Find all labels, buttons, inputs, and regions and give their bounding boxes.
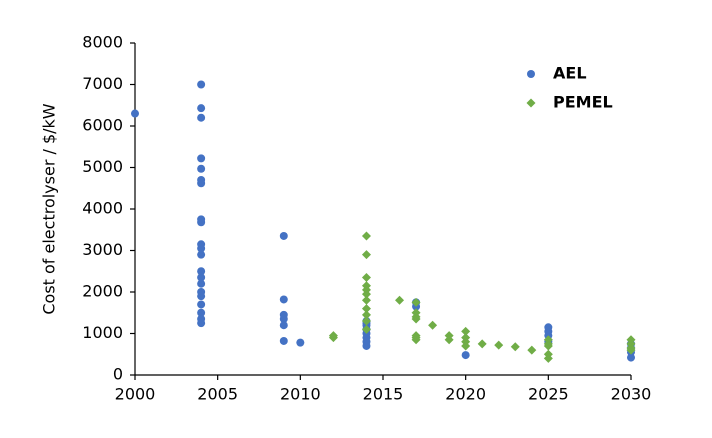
- point: [279, 314, 288, 323]
- point: [395, 295, 405, 305]
- legend-label: AEL: [553, 64, 587, 83]
- y-tick-label: 2000: [82, 282, 123, 301]
- point: [328, 333, 338, 343]
- y-tick-label: 1000: [82, 323, 123, 342]
- point: [361, 272, 371, 282]
- point: [361, 304, 371, 314]
- point: [197, 279, 206, 288]
- point: [197, 319, 206, 328]
- point: [510, 342, 520, 352]
- point: [494, 340, 504, 350]
- point: [411, 335, 421, 345]
- y-tick-label: 0: [113, 365, 123, 384]
- point: [197, 80, 206, 89]
- point: [361, 316, 371, 326]
- x-tick-label: 2020: [445, 385, 486, 404]
- legend-marker: [526, 98, 536, 108]
- point: [131, 109, 139, 118]
- point: [197, 273, 206, 282]
- legend-marker: [527, 70, 535, 78]
- x-tick-label: 2030: [611, 385, 652, 404]
- y-axis-label: Cost of electrolyser / $/kW: [40, 103, 59, 314]
- point: [411, 297, 421, 307]
- point: [361, 250, 371, 260]
- y-tick-label: 6000: [82, 116, 123, 135]
- point: [461, 326, 471, 336]
- point: [197, 179, 206, 188]
- point: [279, 321, 288, 330]
- x-tick-label: 2000: [115, 385, 156, 404]
- point: [527, 345, 537, 355]
- y-tick-label: 7000: [82, 74, 123, 93]
- point: [197, 244, 206, 253]
- point: [411, 314, 421, 324]
- point: [197, 113, 206, 122]
- point: [627, 353, 635, 362]
- point: [361, 295, 371, 305]
- point: [361, 289, 371, 299]
- point: [361, 310, 371, 320]
- point: [543, 341, 553, 351]
- point: [197, 218, 206, 227]
- point: [444, 335, 454, 345]
- point: [626, 345, 636, 355]
- point: [279, 336, 288, 345]
- point: [279, 231, 288, 240]
- point: [197, 164, 206, 173]
- point: [461, 351, 470, 360]
- point: [197, 154, 206, 163]
- y-tick-label: 4000: [82, 199, 123, 218]
- point: [477, 339, 487, 349]
- point: [197, 308, 206, 317]
- y-tick-label: 5000: [82, 157, 123, 176]
- point: [428, 320, 438, 330]
- point: [361, 231, 371, 241]
- point: [197, 267, 206, 276]
- point: [461, 341, 471, 351]
- point: [197, 300, 206, 309]
- point: [296, 338, 305, 347]
- point: [279, 295, 288, 304]
- y-tick-label: 3000: [82, 240, 123, 259]
- y-tick-label: 8000: [82, 33, 123, 52]
- point: [361, 324, 371, 334]
- x-tick-label: 2025: [528, 385, 569, 404]
- x-tick-label: 2005: [197, 385, 238, 404]
- legend-label: PEMEL: [553, 93, 613, 112]
- point: [197, 104, 206, 113]
- x-tick-label: 2015: [363, 385, 404, 404]
- x-tick-label: 2010: [280, 385, 321, 404]
- point: [543, 353, 553, 363]
- point: [197, 250, 206, 259]
- point: [197, 292, 206, 301]
- point: [362, 341, 371, 350]
